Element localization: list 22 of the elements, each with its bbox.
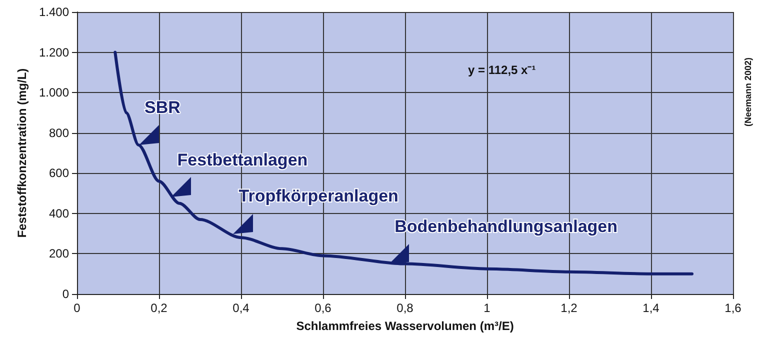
- x-tick-label: 0,2: [150, 301, 168, 315]
- y-tick-label: 600: [48, 166, 70, 180]
- y-axis-title: Feststoffkonzentration (mg/L): [15, 68, 30, 238]
- x-tick-label: 0: [74, 301, 81, 315]
- x-tick-label: 1,2: [560, 301, 578, 315]
- annotation: y = 112,5 x⁻¹: [468, 63, 536, 77]
- x-tick-label: 1,4: [642, 301, 660, 315]
- x-axis-title: Schlammfreies Wasservolumen (m³/E): [296, 319, 514, 333]
- x-tick-label: 0,8: [396, 301, 414, 315]
- y-tick-label: 1.400: [38, 5, 70, 19]
- x-tick-label: 0,4: [232, 301, 250, 315]
- y-tick-label: 800: [48, 126, 70, 140]
- line-series: [114, 50, 694, 276]
- x-tick-label: 1,6: [724, 301, 742, 315]
- y-tick-label: 400: [48, 206, 70, 220]
- text: (Neemann 2002): [743, 57, 753, 127]
- x-tick-label: 0,6: [314, 301, 332, 315]
- y-tick-label: 1.000: [38, 86, 70, 100]
- y-tick-label: 200: [48, 246, 70, 261]
- y-tick-label: 1.200: [38, 45, 70, 60]
- y-tick-label: 0: [62, 287, 70, 301]
- x-tick-label: 1: [484, 301, 491, 315]
